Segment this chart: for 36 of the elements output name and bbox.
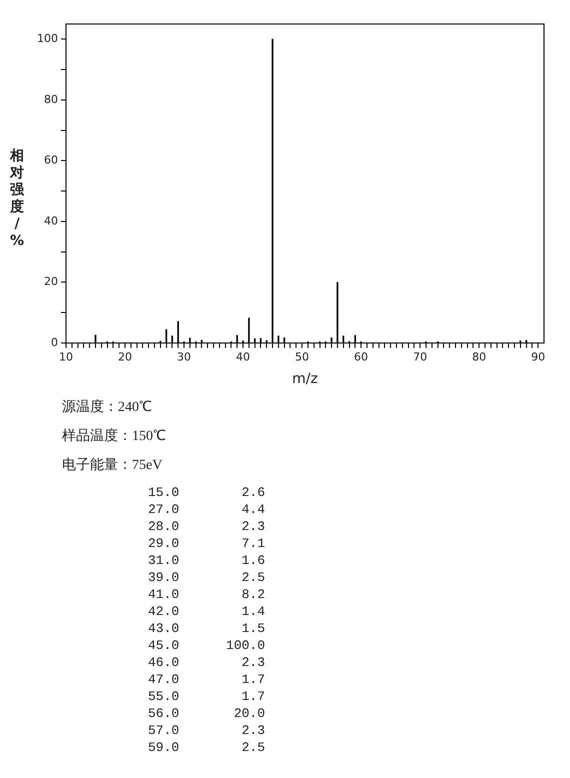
x-tick-label: 60 bbox=[354, 350, 368, 364]
x-tick-label: 40 bbox=[236, 350, 250, 364]
text: 55.0 1.7 bbox=[148, 688, 266, 705]
y-tick-label: 20 bbox=[44, 275, 58, 288]
x-axis-title: m/z bbox=[292, 371, 318, 388]
text: 28.0 2.3 bbox=[148, 518, 266, 535]
y-tick-label: 100 bbox=[36, 32, 58, 46]
text: 29.0 7.1 bbox=[148, 535, 266, 552]
text: 59.0 2.5 bbox=[148, 739, 266, 756]
text: 39.0 2.5 bbox=[148, 569, 266, 586]
x-tick-label: 50 bbox=[295, 350, 310, 364]
text: 15.0 2.6 bbox=[148, 484, 266, 501]
x-tick-label: 90 bbox=[531, 350, 546, 364]
y-tick-label: 60 bbox=[44, 154, 58, 167]
text: 57.0 2.3 bbox=[148, 722, 266, 739]
y-tick-label: 0 bbox=[50, 336, 58, 349]
text: 27.0 4.4 bbox=[148, 501, 266, 518]
text: 46.0 2.3 bbox=[148, 654, 266, 671]
y-axis-title: 相对强度/% bbox=[8, 148, 26, 250]
y-tick-label: 80 bbox=[44, 92, 58, 106]
text: 样品温度：150℃ bbox=[62, 427, 166, 446]
y-tick-label: 40 bbox=[44, 214, 58, 228]
text: 42.0 1.4 bbox=[148, 603, 266, 620]
x-tick-label: 20 bbox=[118, 350, 132, 364]
text: 源温度：240℃ bbox=[62, 398, 153, 417]
text: 56.0 20.0 bbox=[148, 705, 266, 722]
text: 电子能量：75eV bbox=[62, 456, 164, 475]
x-tick-label: 10 bbox=[58, 350, 73, 364]
x-tick-label: 30 bbox=[177, 350, 192, 364]
text: 45.0 100.0 bbox=[148, 637, 266, 654]
text: 43.0 1.5 bbox=[148, 620, 266, 637]
text: 31.0 1.6 bbox=[148, 552, 266, 569]
text: 47.0 1.7 bbox=[148, 671, 266, 688]
x-tick-label: 70 bbox=[413, 350, 428, 364]
text: 41.0 8.2 bbox=[148, 586, 266, 603]
x-tick-label: 80 bbox=[472, 350, 486, 364]
